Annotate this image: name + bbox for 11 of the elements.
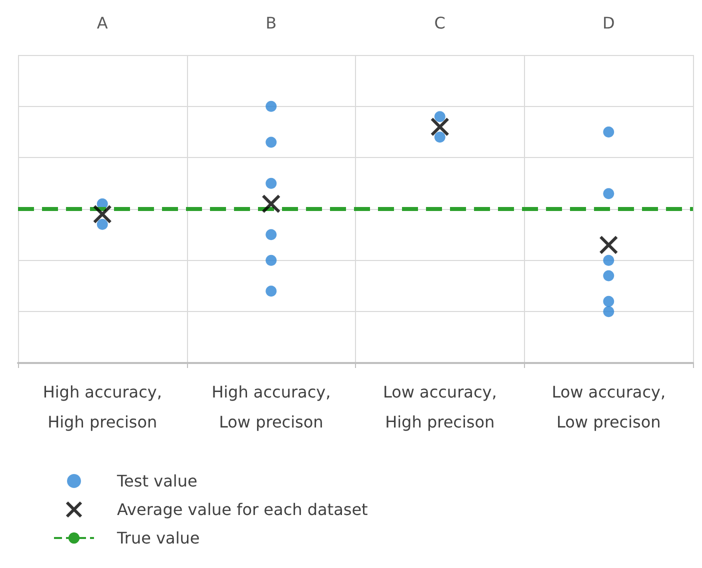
x-tick-label: C: [434, 14, 446, 32]
text: High accuracy, High precison: [42, 382, 162, 432]
text: Low accuracy, Low precison: [552, 382, 666, 432]
legend-label: True value: [116, 528, 200, 548]
legend-label: Test value: [116, 472, 198, 490]
text: High accuracy, Low precison: [212, 382, 331, 432]
text: Low accuracy, High precison: [382, 382, 497, 432]
legend-label: Average value for each dataset: [117, 500, 368, 519]
x-tick-label: D: [602, 14, 615, 32]
x-tick-label: A: [96, 14, 108, 32]
x-tick-label: B: [266, 14, 277, 32]
